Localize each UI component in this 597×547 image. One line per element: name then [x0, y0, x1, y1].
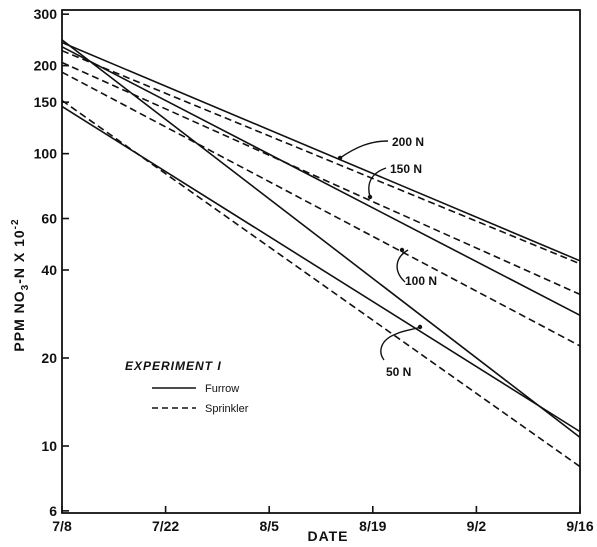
y-axis-title: PPM NO3-N X 10-2: [10, 218, 31, 351]
x-tick-label: 7/8: [52, 518, 72, 534]
legend: EXPERIMENT I Furrow Sprinkler: [125, 359, 249, 415]
treatment-annotations: 200 N 150 N 100 N 50 N: [337, 135, 437, 379]
series-lines: [61, 39, 581, 468]
series-line-200n-furrow: [61, 41, 581, 262]
annotation-arrowhead: [417, 324, 423, 330]
y-tick-label: 10: [41, 438, 57, 454]
y-tick-label: 300: [34, 6, 58, 22]
series-line-50n-furrow: [61, 105, 581, 433]
annotation-pointer: [339, 140, 389, 159]
y-tick-label: 200: [34, 58, 58, 74]
annotation-arrowhead: [337, 155, 343, 161]
annotation-pointer: [368, 167, 387, 198]
series-line-150n-furrow: [61, 46, 581, 316]
y-tick-label: 150: [34, 94, 58, 110]
annotation-label: 200 N: [392, 135, 424, 149]
series-line-50n-sprinkler: [61, 99, 581, 468]
annotation-label: 150 N: [390, 162, 422, 176]
y-tick-label: 100: [34, 146, 58, 162]
annotation-label: 50 N: [386, 365, 411, 379]
x-axis: 7/8 7/22 8/5 8/19 9/2 9/16: [52, 506, 594, 534]
annotation-arrowhead: [367, 194, 373, 200]
x-tick-label: 9/2: [467, 518, 487, 534]
y-tick-label: 60: [41, 211, 57, 227]
series-line-150n-sprinkler: [61, 61, 581, 296]
plot-area: [61, 9, 581, 514]
series-line-100n-sprinkler: [61, 71, 581, 347]
x-tick-label: 8/5: [259, 518, 279, 534]
x-tick-label: 8/19: [359, 518, 386, 534]
x-axis-title: DATE: [307, 528, 348, 544]
y-tick-label: 40: [41, 262, 57, 278]
y-tick-label: 6: [49, 503, 57, 519]
annotation-label: 100 N: [405, 274, 437, 288]
x-tick-label: 9/16: [566, 518, 593, 534]
series-line-100n-furrow: [61, 39, 581, 439]
legend-label-sprinkler: Sprinkler: [205, 403, 249, 415]
annotation-arrowhead: [399, 247, 405, 253]
y-tick-label: 20: [41, 350, 57, 366]
legend-title: EXPERIMENT I: [125, 359, 222, 373]
series-line-200n-sprinkler: [61, 49, 581, 265]
x-tick-label: 7/22: [152, 518, 179, 534]
legend-label-furrow: Furrow: [205, 383, 239, 395]
plot-border: [61, 9, 581, 514]
annotation-pointer: [380, 326, 423, 361]
annotation-pointer: [396, 249, 409, 283]
y-axis: 6 10 20 40 60 100 150 200 300: [34, 6, 69, 519]
